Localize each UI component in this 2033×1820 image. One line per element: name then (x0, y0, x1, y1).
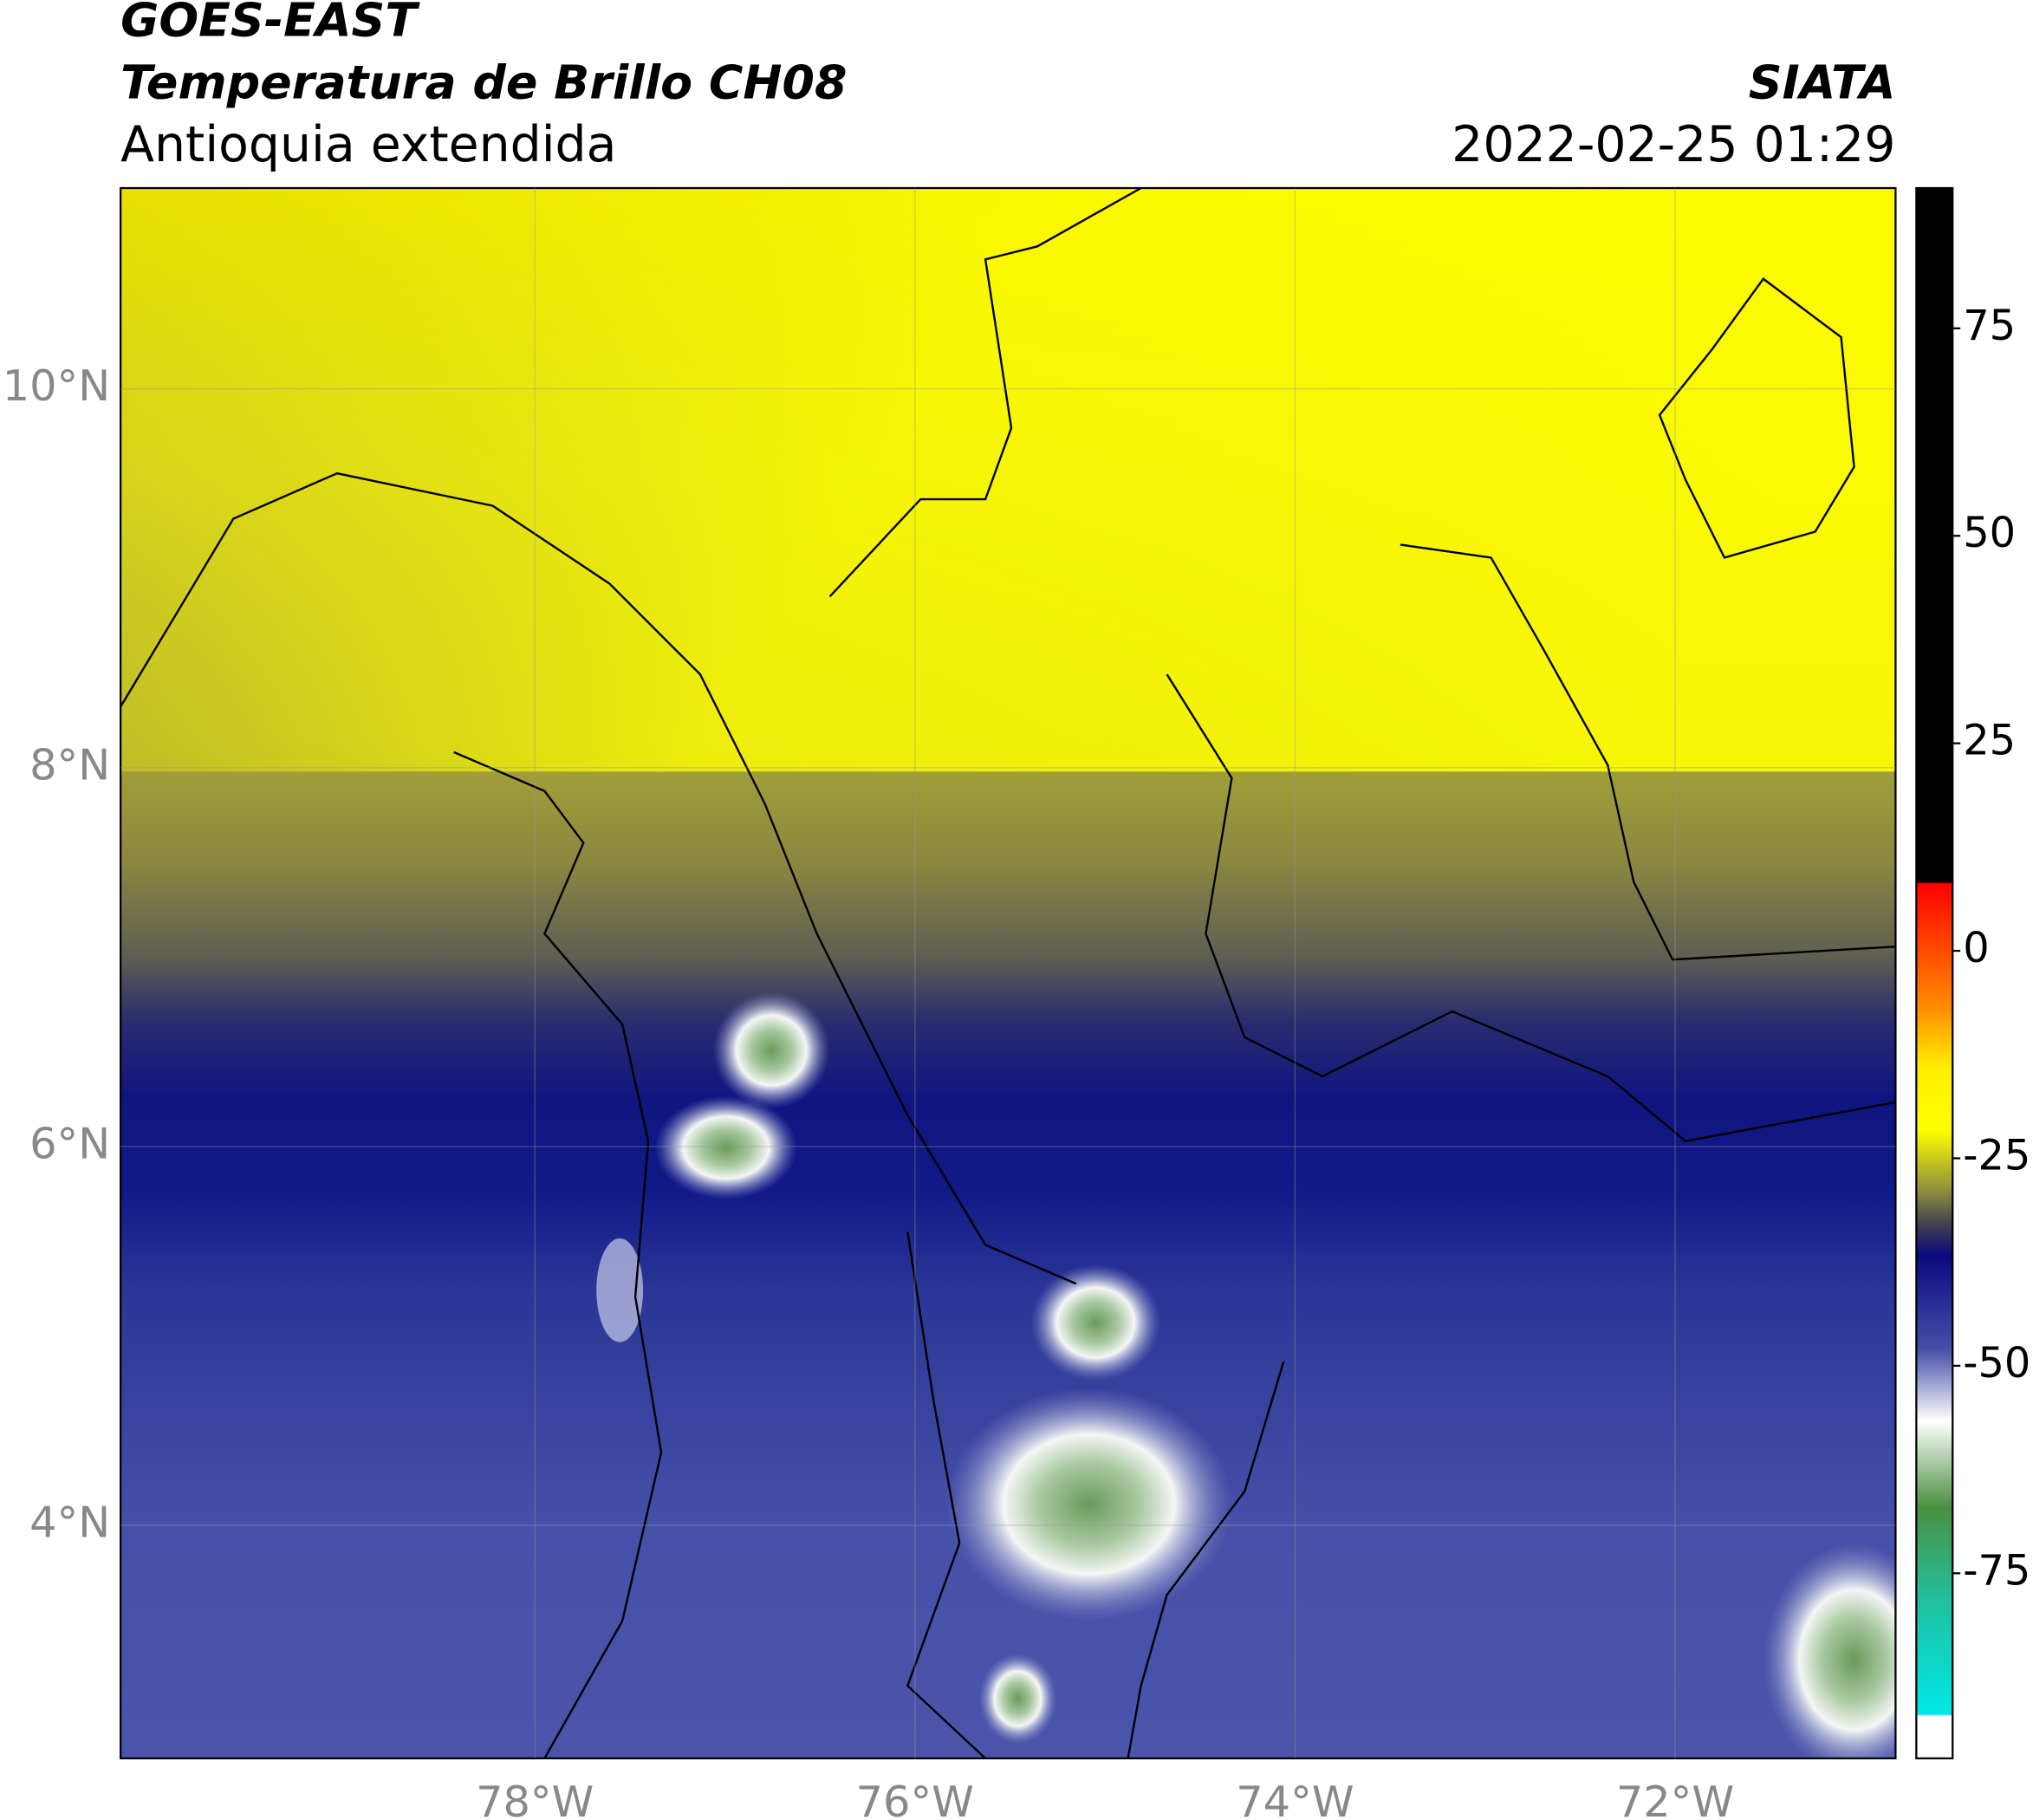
colorbar (1915, 186, 1954, 1759)
border (828, 188, 1142, 598)
border (1166, 673, 1896, 1142)
colorbar-tick-label: 50 (1963, 510, 2016, 557)
cloud (946, 1387, 1232, 1622)
border (906, 1232, 986, 1758)
cloud (978, 1653, 1057, 1745)
border (1127, 1361, 1285, 1758)
axes: 78°W 76°W 74°W 72°W 4°N 6°N 8°N 10°N 75 50 25 0 -25 -… (3, 188, 2030, 1820)
cloud (712, 991, 830, 1109)
source: SIATA (1749, 55, 1896, 109)
border (1658, 277, 1855, 559)
y-tick-label: 6°N (29, 1118, 110, 1168)
border (1400, 543, 1896, 961)
cloud (1030, 1264, 1161, 1381)
colorbar-tick-label: -25 (1963, 1132, 2030, 1180)
colorbar-tick-label: 0 (1963, 925, 1989, 972)
y-tick-label: 10°N (3, 361, 110, 411)
map-imagery (120, 188, 1896, 1758)
cloud (654, 1095, 798, 1200)
datetime: 2022-02-25 01:29 (1452, 116, 1895, 173)
colorbar-tick-label: -50 (1963, 1340, 2030, 1388)
cloud (596, 1238, 644, 1342)
title: GOES-EAST (120, 0, 420, 48)
warm-region (120, 188, 1896, 772)
map-frame (120, 186, 1897, 1759)
x-tick-label: 78°W (476, 1777, 594, 1820)
colorbar-tick-label: 75 (1963, 302, 2016, 350)
x-tick-label: 74°W (1236, 1777, 1354, 1820)
x-tick-label: 76°W (856, 1777, 974, 1820)
x-tick-label: 72°W (1616, 1777, 1734, 1820)
border (120, 471, 1077, 1285)
cloud (1763, 1543, 1896, 1758)
subtitle: Temperatura de Brillo CH08 (120, 55, 847, 109)
border (453, 751, 663, 1758)
region: Antioquia extendida (120, 116, 616, 173)
colorbar-tick-label: -75 (1963, 1547, 2030, 1595)
colorbar-tick-label: 25 (1963, 718, 2016, 765)
y-tick-label: 8°N (29, 739, 110, 790)
y-tick-label: 4°N (29, 1498, 110, 1548)
